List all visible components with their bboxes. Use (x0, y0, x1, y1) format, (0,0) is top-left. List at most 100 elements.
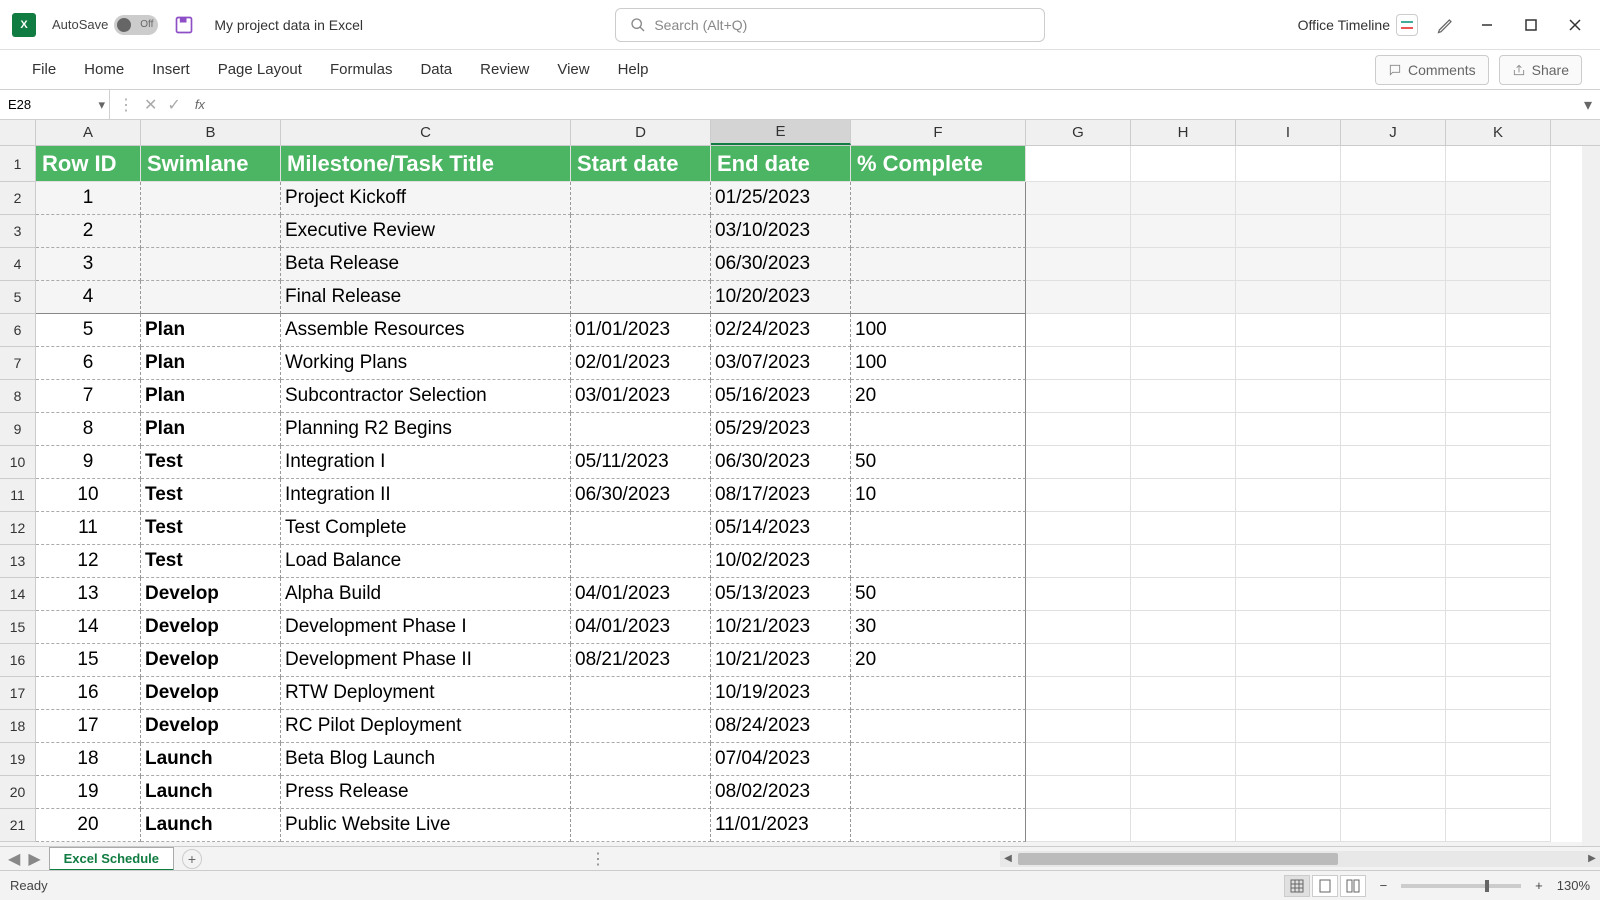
row-header-18[interactable]: 18 (0, 710, 36, 743)
dots-icon[interactable]: ⋮ (590, 849, 606, 869)
view-page-layout-button[interactable] (1312, 875, 1338, 897)
row-header-20[interactable]: 20 (0, 776, 36, 809)
cell[interactable]: Launch (141, 809, 281, 842)
cell[interactable]: 10 (851, 479, 1026, 512)
document-title[interactable]: My project data in Excel (214, 17, 363, 33)
empty-cell[interactable] (1131, 182, 1236, 215)
cell[interactable]: 2 (36, 215, 141, 248)
cell[interactable] (851, 512, 1026, 545)
empty-cell[interactable] (1026, 479, 1131, 512)
empty-cell[interactable] (1236, 215, 1341, 248)
cell[interactable]: Load Balance (281, 545, 571, 578)
column-header-F[interactable]: F (851, 120, 1026, 145)
cell[interactable] (851, 776, 1026, 809)
search-box[interactable]: Search (Alt+Q) (615, 8, 1045, 42)
empty-cell[interactable] (1341, 146, 1446, 182)
empty-cell[interactable] (1341, 380, 1446, 413)
empty-cell[interactable] (1131, 479, 1236, 512)
empty-cell[interactable] (1446, 182, 1551, 215)
cell[interactable] (851, 710, 1026, 743)
ribbon-tab-formulas[interactable]: Formulas (316, 50, 407, 89)
row-header-9[interactable]: 9 (0, 413, 36, 446)
column-header-D[interactable]: D (571, 120, 711, 145)
cell[interactable]: 3 (36, 248, 141, 281)
close-button[interactable] (1562, 12, 1588, 38)
vertical-scrollbar[interactable] (1582, 146, 1600, 846)
cell[interactable]: 15 (36, 644, 141, 677)
cell[interactable]: 06/30/2023 (711, 446, 851, 479)
empty-cell[interactable] (1236, 314, 1341, 347)
cell[interactable] (571, 281, 711, 314)
cell[interactable]: Working Plans (281, 347, 571, 380)
empty-cell[interactable] (1446, 743, 1551, 776)
cell[interactable]: Beta Release (281, 248, 571, 281)
table-header-cell[interactable]: Start date (571, 146, 711, 182)
cell[interactable]: 03/07/2023 (711, 347, 851, 380)
cell[interactable] (571, 413, 711, 446)
empty-cell[interactable] (1446, 809, 1551, 842)
cell[interactable] (571, 182, 711, 215)
empty-cell[interactable] (1026, 314, 1131, 347)
empty-cell[interactable] (1341, 677, 1446, 710)
cell[interactable] (571, 710, 711, 743)
empty-cell[interactable] (1236, 809, 1341, 842)
fx-label[interactable]: fx (195, 97, 205, 112)
cell[interactable]: Develop (141, 710, 281, 743)
cell[interactable] (141, 281, 281, 314)
empty-cell[interactable] (1236, 146, 1341, 182)
cell[interactable]: Test (141, 512, 281, 545)
column-header-G[interactable]: G (1026, 120, 1131, 145)
pen-icon[interactable] (1436, 15, 1456, 35)
scroll-thumb[interactable] (1018, 853, 1338, 865)
cell[interactable]: 06/30/2023 (711, 248, 851, 281)
empty-cell[interactable] (1341, 248, 1446, 281)
cell[interactable]: 11 (36, 512, 141, 545)
empty-cell[interactable] (1236, 743, 1341, 776)
cell[interactable]: Development Phase II (281, 644, 571, 677)
cell[interactable]: 08/02/2023 (711, 776, 851, 809)
table-header-cell[interactable]: Milestone/Task Title (281, 146, 571, 182)
chevron-down-icon[interactable]: ▾ (98, 97, 105, 113)
cell[interactable]: 100 (851, 347, 1026, 380)
row-header-1[interactable]: 1 (0, 146, 36, 182)
empty-cell[interactable] (1446, 677, 1551, 710)
sheet-tab-active[interactable]: Excel Schedule (49, 847, 174, 871)
empty-cell[interactable] (1026, 644, 1131, 677)
row-header-5[interactable]: 5 (0, 281, 36, 314)
empty-cell[interactable] (1236, 578, 1341, 611)
column-header-E[interactable]: E (711, 120, 851, 145)
empty-cell[interactable] (1026, 611, 1131, 644)
cell[interactable]: 5 (36, 314, 141, 347)
cell[interactable]: 10/21/2023 (711, 644, 851, 677)
empty-cell[interactable] (1341, 479, 1446, 512)
add-sheet-button[interactable]: + (182, 849, 202, 869)
empty-cell[interactable] (1446, 413, 1551, 446)
row-header-14[interactable]: 14 (0, 578, 36, 611)
cell[interactable]: 04/01/2023 (571, 578, 711, 611)
cell[interactable]: RC Pilot Deployment (281, 710, 571, 743)
cell[interactable]: 16 (36, 677, 141, 710)
empty-cell[interactable] (1341, 743, 1446, 776)
cell[interactable]: 08/24/2023 (711, 710, 851, 743)
cell[interactable]: Assemble Resources (281, 314, 571, 347)
formula-input[interactable] (213, 90, 1576, 119)
cell[interactable] (571, 809, 711, 842)
empty-cell[interactable] (1026, 743, 1131, 776)
empty-cell[interactable] (1446, 644, 1551, 677)
row-header-15[interactable]: 15 (0, 611, 36, 644)
horizontal-scrollbar[interactable]: ◀ ▶ (1000, 851, 1600, 867)
formula-expand-icon[interactable]: ▾ (1576, 95, 1600, 115)
empty-cell[interactable] (1026, 146, 1131, 182)
column-header-A[interactable]: A (36, 120, 141, 145)
empty-cell[interactable] (1026, 776, 1131, 809)
table-header-cell[interactable]: Row ID (36, 146, 141, 182)
ribbon-tab-review[interactable]: Review (466, 50, 543, 89)
ribbon-tab-view[interactable]: View (543, 50, 603, 89)
cell[interactable]: Test (141, 446, 281, 479)
sheet-prev-icon[interactable]: ◀ (8, 849, 20, 869)
empty-cell[interactable] (1236, 644, 1341, 677)
empty-cell[interactable] (1341, 809, 1446, 842)
cell[interactable]: Plan (141, 380, 281, 413)
empty-cell[interactable] (1446, 545, 1551, 578)
cell[interactable]: 18 (36, 743, 141, 776)
